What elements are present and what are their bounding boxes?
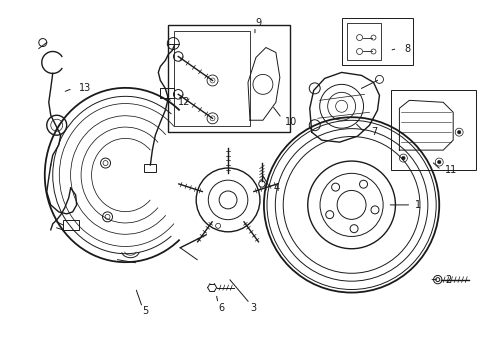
Text: 4: 4: [273, 183, 280, 193]
Text: 5: 5: [142, 306, 148, 316]
Circle shape: [456, 130, 460, 134]
Text: 11: 11: [444, 165, 457, 175]
Text: 13: 13: [79, 84, 91, 93]
Bar: [346, 23, 380, 60]
Text: 10: 10: [285, 117, 297, 127]
Text: 6: 6: [218, 302, 224, 312]
Text: 1: 1: [414, 200, 421, 210]
Text: 12: 12: [178, 97, 190, 107]
Bar: [160, 88, 174, 98]
Bar: [144, 164, 156, 172]
Circle shape: [437, 160, 440, 164]
Text: 9: 9: [254, 18, 261, 28]
Text: 2: 2: [444, 275, 450, 285]
Bar: [390, 90, 475, 170]
Bar: [341, 18, 412, 66]
Bar: [62, 220, 79, 230]
Text: 3: 3: [249, 302, 256, 312]
Bar: [174, 31, 249, 126]
Circle shape: [401, 156, 405, 160]
Text: 7: 7: [371, 127, 377, 137]
Bar: [168, 24, 289, 132]
Text: 8: 8: [404, 44, 409, 54]
